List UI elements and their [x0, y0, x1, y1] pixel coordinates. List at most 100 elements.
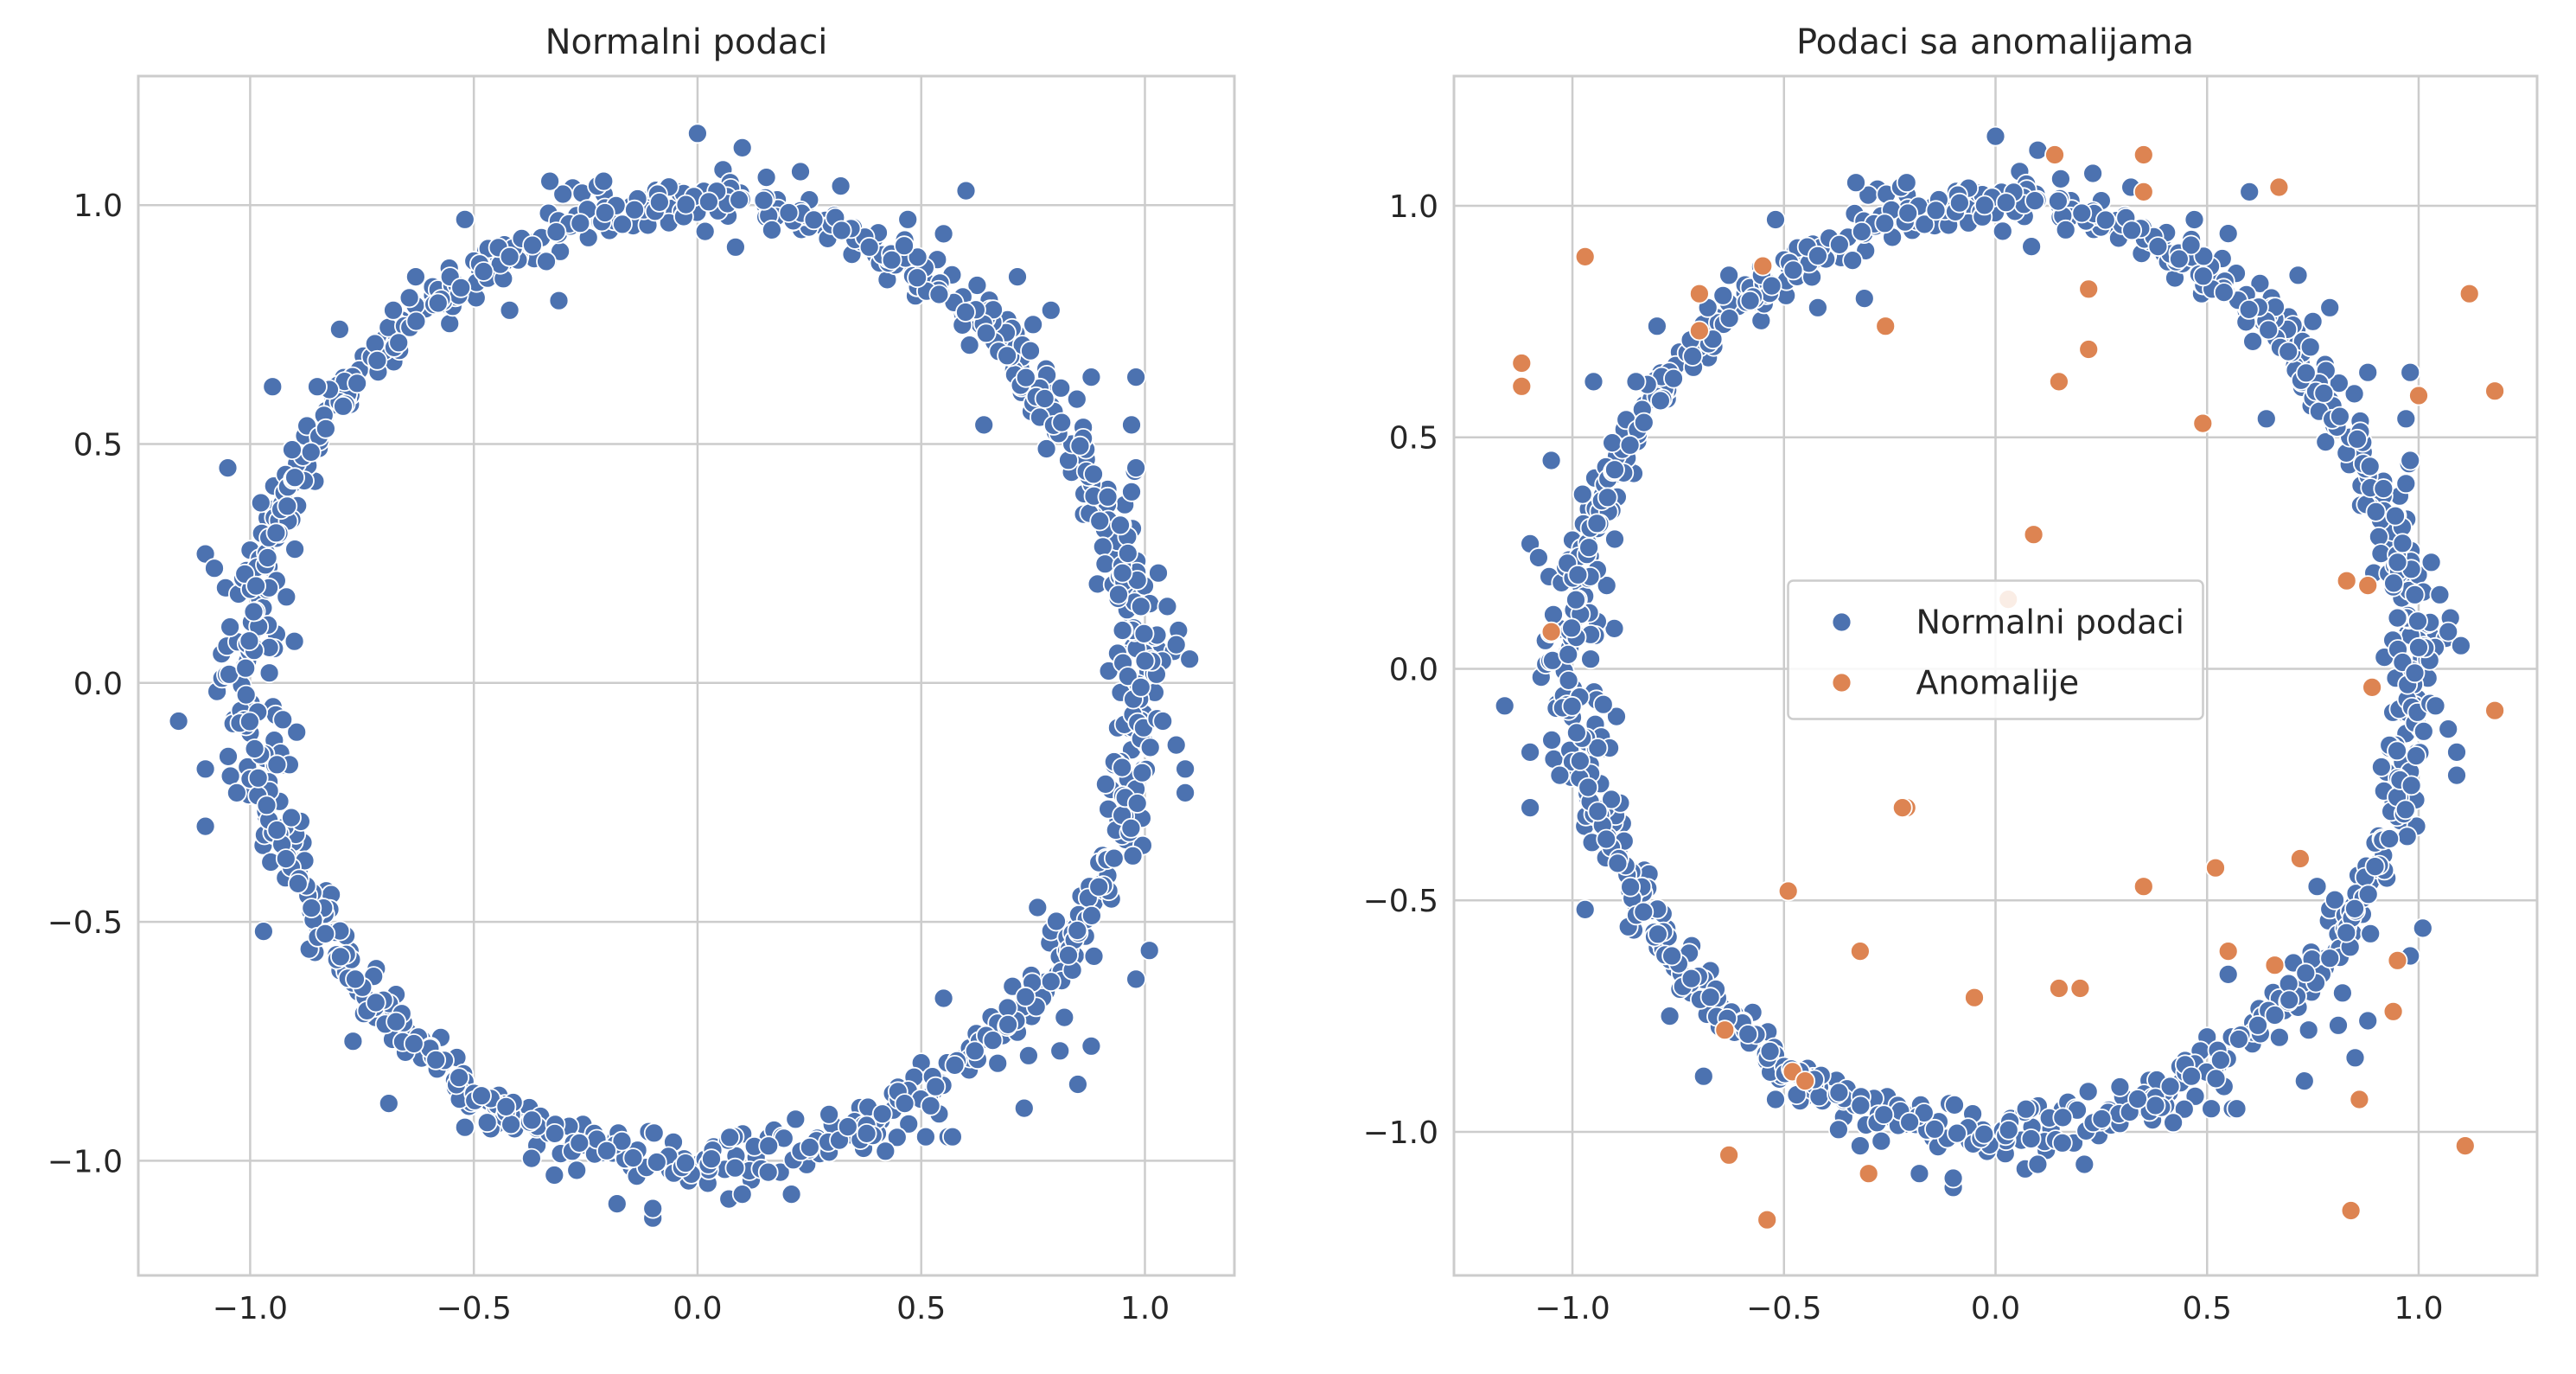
data-point	[2357, 1010, 2379, 1032]
data-point	[2408, 385, 2429, 406]
data-point	[1095, 774, 1116, 795]
data-point	[1873, 1104, 1895, 1126]
data-point	[1083, 463, 1104, 485]
data-point	[522, 234, 543, 256]
data-point	[1125, 457, 1146, 478]
data-point	[1663, 367, 1684, 389]
data-point	[2370, 757, 2392, 777]
data-point	[1633, 412, 1655, 433]
data-point	[2357, 884, 2379, 905]
data-point	[256, 795, 277, 816]
data-point	[785, 1109, 807, 1130]
data-point	[1567, 564, 1589, 585]
data-point	[886, 1127, 908, 1148]
data-point	[2404, 584, 2426, 605]
data-point	[925, 1076, 947, 1097]
data-point	[1013, 1097, 1035, 1119]
data-point	[1853, 288, 1875, 310]
data-point	[1570, 751, 1591, 771]
data-point	[1765, 1089, 1786, 1110]
data-point	[1175, 758, 1196, 780]
data-point	[2299, 336, 2321, 358]
data-point	[1120, 817, 1142, 839]
data-point	[975, 323, 997, 344]
data-point	[1597, 487, 1618, 508]
data-point	[2289, 848, 2311, 869]
data-point	[2364, 856, 2386, 877]
data-point	[1175, 783, 1196, 803]
data-point	[2048, 978, 2069, 999]
data-point	[262, 376, 284, 398]
data-point	[1549, 764, 1571, 786]
data-point	[2404, 662, 2426, 684]
y-tick-label: 0.5	[1389, 421, 1438, 457]
data-point	[1891, 797, 1913, 818]
data-point	[2278, 341, 2299, 362]
data-point	[367, 349, 388, 371]
data-point	[272, 709, 294, 731]
data-point	[596, 1140, 617, 1161]
data-point	[2127, 1089, 2148, 1109]
data-point	[449, 1067, 469, 1089]
data-point	[1089, 510, 1111, 532]
data-point	[1081, 905, 1102, 926]
data-point	[1126, 793, 1148, 814]
data-point	[2360, 923, 2382, 944]
data-point	[1133, 623, 1155, 644]
data-point	[277, 495, 298, 517]
data-point	[1846, 172, 1866, 194]
data-point	[365, 992, 386, 1013]
data-point	[286, 721, 308, 743]
data-point	[1606, 706, 1627, 727]
data-point	[2429, 584, 2451, 605]
data-point	[790, 161, 811, 182]
y-tick-label: −1.0	[1363, 1115, 1438, 1151]
data-point	[220, 617, 241, 637]
data-point	[2051, 1132, 2073, 1154]
data-point	[2095, 209, 2116, 231]
data-point	[2359, 456, 2381, 477]
data-point	[1914, 214, 1935, 235]
data-point	[247, 767, 269, 789]
data-point	[2387, 607, 2408, 629]
data-point	[1596, 828, 1617, 850]
data-point	[2163, 1112, 2184, 1134]
data-point	[2020, 1128, 2042, 1149]
data-point	[701, 1148, 722, 1170]
data-point	[2387, 949, 2408, 971]
data-point	[724, 1157, 746, 1179]
data-point	[1094, 553, 1116, 575]
data-point	[2048, 371, 2069, 393]
data-point	[1068, 1074, 1088, 1095]
data-point	[856, 1123, 877, 1144]
data-point	[624, 199, 645, 220]
data-point	[2319, 297, 2341, 318]
data-point	[1561, 695, 1583, 717]
data-point	[819, 1103, 839, 1125]
data-point	[1103, 847, 1125, 869]
data-point	[1148, 562, 1169, 584]
data-point	[521, 1109, 543, 1131]
data-point	[1761, 275, 1782, 297]
data-point	[2396, 826, 2418, 847]
data-point	[942, 1126, 963, 1147]
data-point	[495, 1096, 517, 1117]
data-point	[2387, 552, 2408, 573]
data-point	[933, 223, 954, 245]
data-point	[881, 249, 902, 271]
data-point	[1574, 246, 1596, 267]
data-point	[1566, 722, 1587, 744]
data-point	[1565, 589, 1586, 610]
points	[168, 123, 1201, 1229]
data-point	[1583, 371, 1604, 393]
data-point	[2400, 361, 2421, 383]
data-point	[2201, 1098, 2222, 1120]
data-point	[2258, 319, 2280, 341]
data-point	[2336, 922, 2357, 943]
data-point	[2279, 989, 2300, 1011]
data-point	[427, 292, 449, 314]
data-point	[2438, 719, 2459, 739]
data-point	[1587, 801, 1609, 822]
data-point	[2406, 745, 2426, 766]
